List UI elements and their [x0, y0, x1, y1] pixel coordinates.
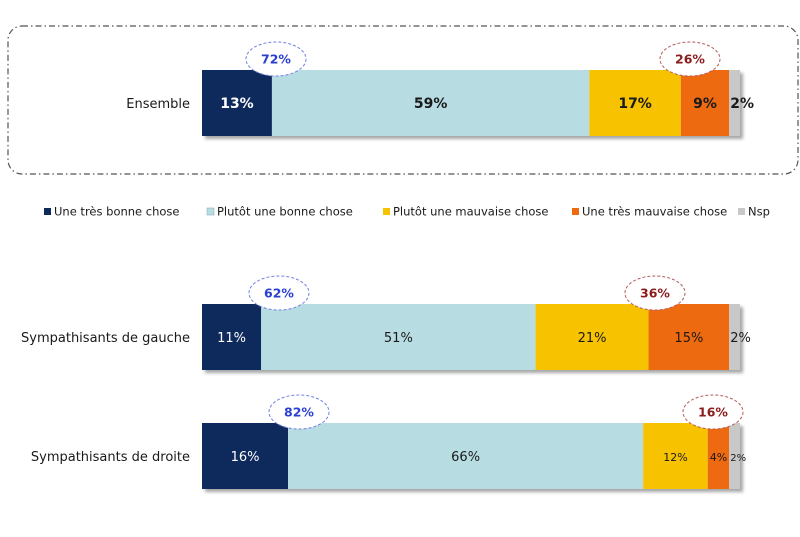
data-label: 16% — [231, 450, 260, 465]
category-label: Sympathisants de gauche — [21, 331, 190, 346]
legend-item: Nsp — [738, 205, 770, 219]
legend-label: Plutôt une bonne chose — [217, 205, 353, 219]
total-negative-ellipse — [659, 41, 721, 77]
total-positive-ellipse — [268, 394, 330, 430]
legend-label: Plutôt une mauvaise chose — [393, 205, 548, 219]
bar-segment — [202, 304, 262, 370]
bar-segment — [589, 70, 681, 136]
legend: Une très bonne chose Plutôt une bonne cho… — [44, 205, 770, 219]
bar-segment — [202, 70, 272, 136]
category-label: Ensemble — [126, 97, 190, 112]
total-negative-label: 26% — [675, 52, 705, 67]
bar-segment — [535, 304, 649, 370]
legend-swatch — [572, 208, 579, 215]
data-label: 9% — [693, 96, 717, 112]
bar-segment — [680, 70, 730, 136]
data-label: 4% — [710, 451, 727, 464]
legend-item: Plutôt une mauvaise chose — [383, 205, 548, 219]
legend-item: Une très bonne chose — [44, 205, 180, 219]
data-label: 17% — [618, 96, 652, 112]
data-label: 66% — [451, 450, 480, 465]
data-label: 15% — [674, 331, 703, 346]
data-label: 51% — [384, 331, 413, 346]
total-positive-label: 82% — [284, 405, 314, 420]
bar-segment — [729, 423, 740, 489]
legend-label: Nsp — [748, 205, 770, 219]
legend-item: Plutôt une bonne chose — [206, 205, 353, 219]
bars: Ensemble 13% 59% 17% 9% 2% 72% 26% Sympathisants… — [21, 41, 754, 489]
bar-group-0: Ensemble 13% 59% 17% 9% 2% 72% 26% — [126, 41, 754, 136]
total-positive-label: 72% — [261, 52, 291, 67]
bar-segment — [707, 423, 730, 489]
total-positive-ellipse — [248, 275, 310, 311]
data-label: 12% — [663, 451, 687, 464]
legend-swatch — [738, 208, 745, 215]
bar-group-2: Sympathisants de droite 16% 66% 12% 4% 2% 82% 1… — [31, 394, 746, 489]
total-negative-label: 16% — [698, 405, 728, 420]
data-label: 59% — [414, 96, 448, 112]
bar-segment — [271, 70, 590, 136]
bar-segment — [288, 423, 644, 489]
bar-segment — [729, 70, 740, 136]
bar-segment — [202, 423, 289, 489]
bar-segment — [648, 304, 730, 370]
data-label: 21% — [578, 331, 607, 346]
legend-label: Une très mauvaise chose — [582, 205, 727, 219]
data-label: 2% — [730, 331, 751, 346]
legend-item: Une très mauvaise chose — [572, 205, 727, 219]
bar-segment — [729, 304, 740, 370]
total-negative-ellipse — [624, 275, 686, 311]
legend-swatch — [206, 207, 215, 216]
total-negative-label: 36% — [640, 286, 670, 301]
legend-swatch — [383, 208, 390, 215]
total-positive-ellipse — [245, 41, 307, 77]
data-label: 11% — [217, 331, 246, 346]
data-label: 2% — [730, 96, 754, 112]
legend-label: Une très bonne chose — [54, 205, 180, 219]
legend-swatch — [44, 208, 51, 215]
data-label: 13% — [220, 96, 254, 112]
data-label: 2% — [730, 453, 746, 464]
bar-group-1: Sympathisants de gauche 11% 51% 21% 15% 2% 62%… — [21, 275, 751, 370]
highlight-frame — [7, 25, 799, 175]
bar-segment — [261, 304, 536, 370]
bar-segment — [643, 423, 708, 489]
category-label: Sympathisants de droite — [31, 450, 190, 465]
total-negative-ellipse — [682, 394, 744, 430]
total-positive-label: 62% — [264, 286, 294, 301]
